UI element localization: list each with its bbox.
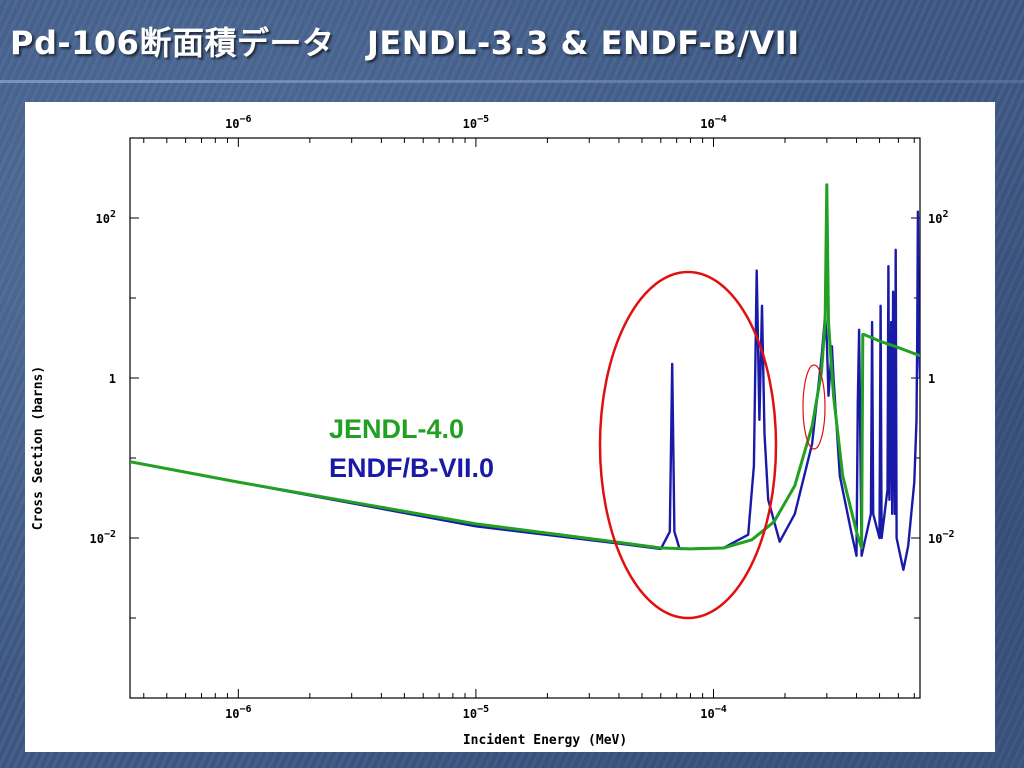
x-tick-label-top: 10−5 xyxy=(463,114,490,131)
highlight-ellipse-large xyxy=(598,270,778,620)
y-tick-label-left: 1 xyxy=(109,372,116,386)
legend-entry-endf: ENDF/B-VII.0 xyxy=(329,453,494,483)
x-axis-label: Incident Energy (MeV) xyxy=(463,733,627,748)
x-tick-label-bottom: 10−5 xyxy=(463,704,490,721)
y-tick-label-left: 10−2 xyxy=(90,529,117,546)
y-axis-label: Cross Section (barns) xyxy=(31,366,46,530)
x-tick-label-bottom: 10−6 xyxy=(225,704,252,721)
title-divider xyxy=(0,80,1024,83)
highlight-ellipse-small xyxy=(802,364,826,450)
x-tick-label-top: 10−4 xyxy=(700,114,727,131)
plot-frame xyxy=(129,137,921,699)
series-jendl-line xyxy=(130,183,920,551)
y-tick-label-right: 1 xyxy=(928,372,935,386)
y-tick-label-right: 102 xyxy=(928,209,948,226)
x-tick-label-bottom: 10−4 xyxy=(700,704,727,721)
cross-section-chart: 10−6 10−6 10−5 10−5 10−4 10−4 102 102 1 1 10−2 10−2… xyxy=(31,114,955,748)
series-endf-line xyxy=(130,210,920,571)
chart-panel: 10−6 10−6 10−5 10−5 10−4 10−4 102 102 1 1 10−2 10−2… xyxy=(25,102,995,752)
y-tick-label-right: 10−2 xyxy=(928,529,955,546)
x-tick-label-top: 10−6 xyxy=(225,114,252,131)
slide-title: Pd-106断面積データ JENDL-3.3 & ENDF-B/VII xyxy=(10,24,800,62)
legend-entry-jendl: JENDL-4.0 xyxy=(329,414,464,444)
y-tick-label-left: 102 xyxy=(96,209,116,226)
